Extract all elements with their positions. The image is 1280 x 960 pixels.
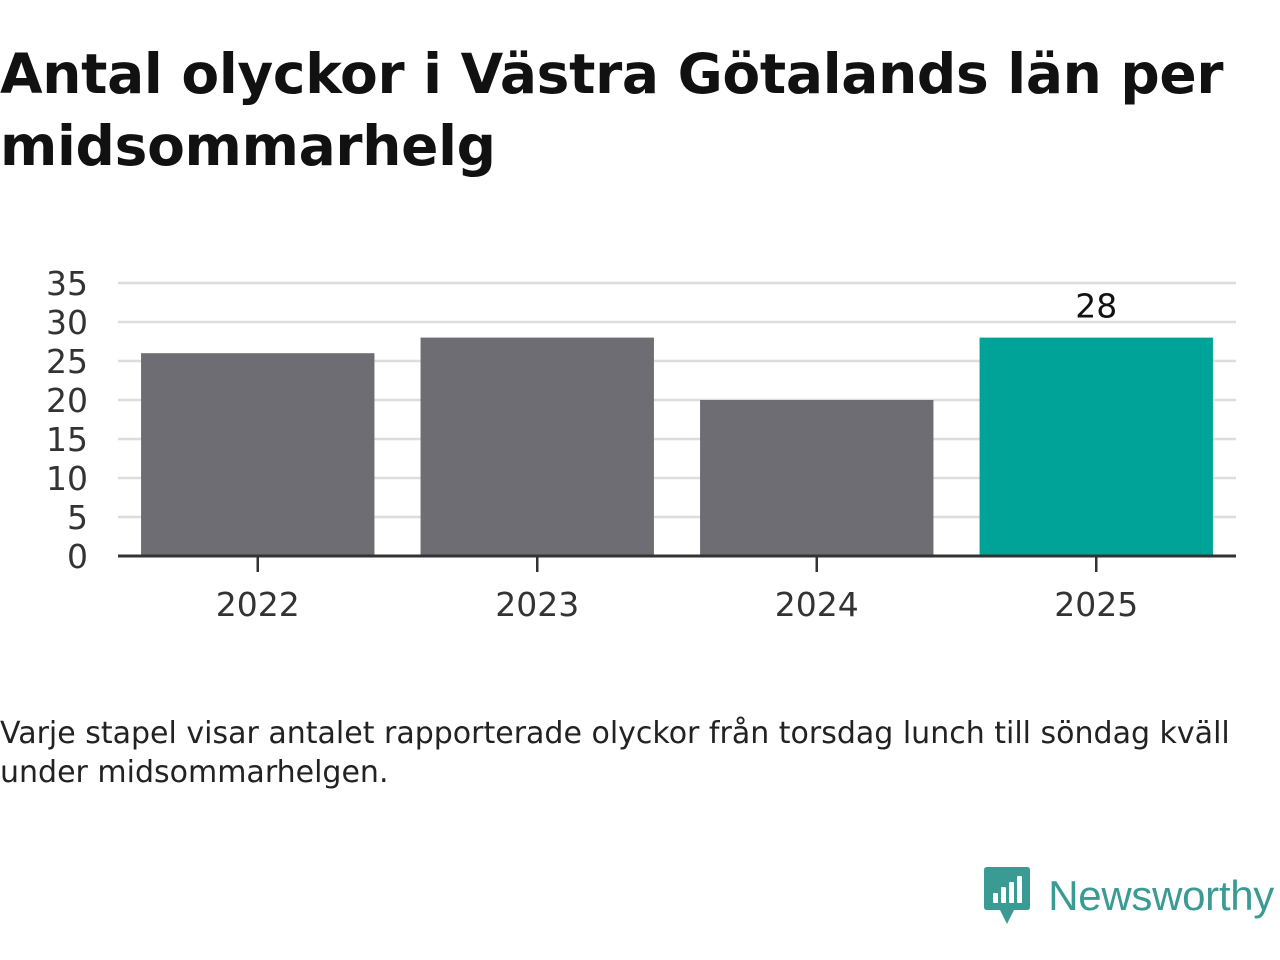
bar-2022 [141,353,375,556]
bar-2023 [420,337,654,556]
chart-note: Varje stapel visar antalet rapporterade … [0,716,1230,790]
chart-title: Antal olyckor i Västra Götalands län per… [0,42,1224,178]
y-tick-label: 30 [46,303,88,342]
y-tick-label: 20 [46,381,88,420]
newsworthy-logo-icon [984,867,1031,924]
bars [141,337,1213,556]
x-tick-label: 2025 [1054,585,1138,624]
newsworthy-brand: Newsworthy [982,864,1274,928]
y-tick-label: 15 [46,420,88,459]
brand-name: Newsworthy [1048,872,1274,919]
x-tick-label: 2023 [495,585,579,624]
axes [118,554,1236,572]
y-tick-label: 10 [46,459,88,498]
y-tick-label: 0 [67,537,88,576]
bar-2025 [979,337,1213,556]
x-tick-label: 2024 [775,585,859,624]
bar-2024 [700,400,934,556]
y-tick-label: 25 [46,342,88,381]
x-tick-label: 2022 [216,585,300,624]
bar-value-label: 28 [1075,287,1117,326]
y-tick-label: 5 [67,498,88,537]
y-tick-label: 35 [46,264,88,303]
